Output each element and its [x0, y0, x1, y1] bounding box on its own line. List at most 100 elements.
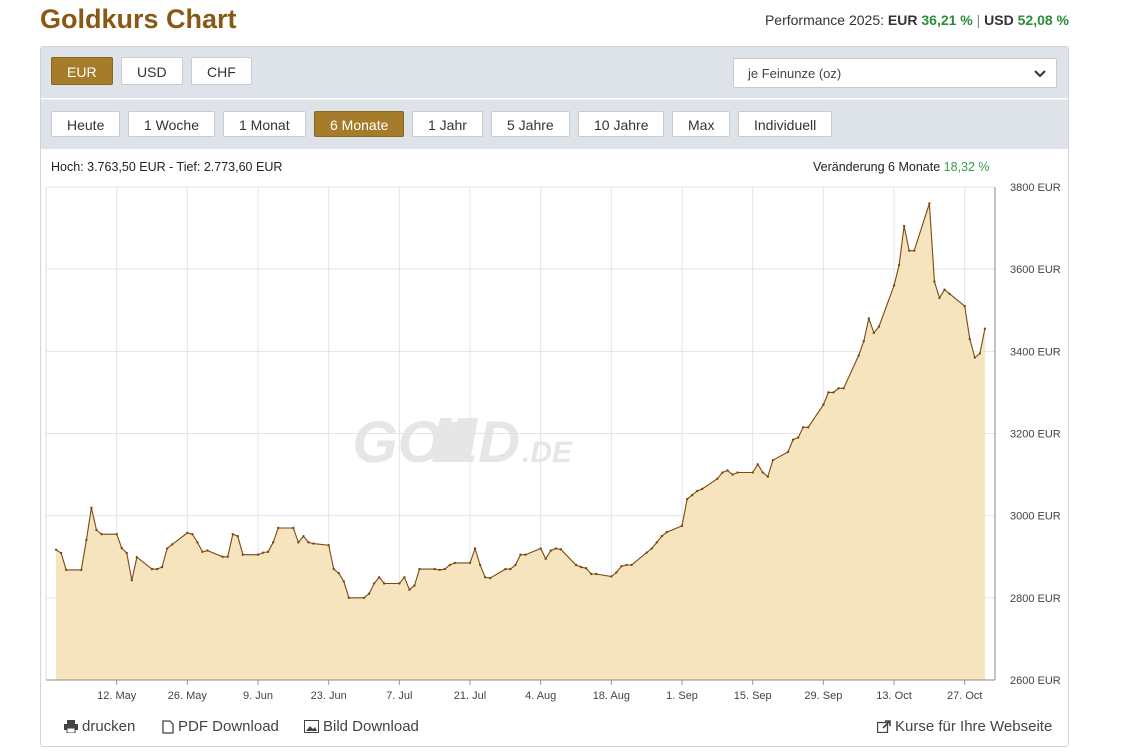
data-point — [801, 426, 805, 429]
data-point — [453, 561, 457, 565]
data-point — [342, 580, 346, 583]
data-point — [907, 249, 911, 252]
print-icon — [64, 720, 78, 733]
data-point — [337, 571, 340, 575]
data-point — [261, 551, 265, 554]
data-point — [837, 387, 840, 390]
data-point — [726, 469, 729, 472]
data-point — [625, 563, 628, 567]
data-point — [80, 568, 83, 572]
data-point — [115, 532, 118, 536]
data-point — [443, 567, 446, 571]
x-tick-label: 12. May — [97, 690, 137, 702]
range-button[interactable]: 5 Jahre — [491, 111, 570, 137]
x-tick-label: 26. May — [168, 690, 208, 702]
data-point — [938, 296, 941, 300]
range-button[interactable]: Max — [672, 111, 731, 137]
print-link[interactable]: drucken — [64, 718, 135, 735]
high-low: Hoch: 3.763,50 EUR - Tief: 2.773,60 EUR — [51, 160, 283, 174]
data-point — [398, 582, 401, 585]
currency-button[interactable]: EUR — [51, 57, 113, 85]
watermark-suffix: .DE — [522, 436, 573, 469]
data-point — [347, 596, 351, 600]
data-point — [615, 571, 618, 574]
unit-select[interactable]: je Feinunze (oz) — [733, 58, 1057, 88]
data-point — [186, 531, 189, 535]
data-point — [332, 567, 335, 571]
range-button[interactable]: Heute — [51, 111, 121, 137]
x-tick-label: 23. Jun — [311, 690, 347, 702]
data-point — [579, 565, 583, 569]
data-point — [221, 555, 224, 558]
data-point — [857, 354, 860, 357]
widget-link[interactable]: Kurse für Ihre Webseite — [877, 718, 1052, 735]
data-point — [307, 541, 310, 544]
data-point — [256, 553, 260, 556]
data-point — [822, 403, 825, 406]
data-point — [408, 588, 411, 591]
y-tick-label: 3400 EUR — [1010, 346, 1061, 358]
data-point — [125, 551, 128, 555]
range-button[interactable]: 10 Jahre — [578, 111, 665, 137]
data-point — [468, 561, 472, 565]
change-value: 18,32 % — [943, 160, 990, 174]
change: Veränderung 6 Monate 18,32 % — [813, 160, 990, 174]
data-point — [968, 337, 971, 341]
data-point — [877, 325, 881, 328]
data-point — [377, 576, 381, 579]
range-button[interactable]: 1 Woche — [128, 111, 215, 137]
data-point — [59, 551, 63, 555]
x-tick-label: 4. Aug — [525, 690, 556, 702]
data-point — [701, 487, 704, 491]
data-point — [786, 450, 790, 454]
data-point — [897, 263, 901, 267]
image-link[interactable]: Bild Download — [304, 718, 419, 735]
data-point — [983, 327, 987, 330]
data-point — [135, 555, 139, 559]
data-point — [963, 304, 966, 308]
currency-button[interactable]: USD — [121, 57, 183, 85]
data-point — [236, 535, 240, 538]
data-point — [478, 563, 482, 567]
pdf-text: PDF Download — [178, 718, 279, 735]
data-point — [771, 459, 775, 462]
eur-value: 36,21 % — [921, 12, 973, 28]
data-point — [85, 538, 88, 542]
print-text: drucken — [82, 718, 136, 735]
data-point — [483, 576, 487, 579]
currency-button[interactable]: CHF — [191, 57, 252, 85]
range-button[interactable]: 6 Monate — [314, 111, 405, 137]
data-point — [933, 280, 936, 283]
data-point — [721, 471, 724, 474]
y-tick-label: 3000 EUR — [1010, 511, 1061, 523]
data-point — [685, 498, 689, 501]
change-label: Veränderung 6 Monate — [813, 160, 941, 174]
range-button[interactable]: Individuell — [738, 111, 833, 137]
data-point — [130, 578, 134, 582]
data-point — [327, 544, 330, 547]
data-point — [433, 567, 436, 571]
data-point — [716, 477, 719, 480]
data-point — [277, 526, 280, 530]
performance-label: Performance 2025: — [764, 12, 885, 28]
range-button[interactable]: 1 Jahr — [412, 111, 483, 137]
range-button[interactable]: 1 Monat — [223, 111, 306, 137]
data-point — [610, 575, 613, 578]
data-point — [150, 567, 154, 571]
image-text: Bild Download — [323, 718, 419, 735]
x-tick-label: 15. Sep — [734, 690, 772, 702]
data-point — [489, 576, 492, 580]
data-point — [155, 567, 159, 571]
data-point — [695, 489, 699, 493]
data-point — [120, 546, 123, 550]
pdf-link[interactable]: PDF Download — [162, 718, 279, 735]
data-point — [574, 563, 578, 567]
data-point — [751, 471, 754, 474]
data-point — [90, 506, 93, 510]
data-point — [943, 288, 946, 291]
data-point — [383, 582, 386, 585]
data-point — [438, 568, 441, 572]
